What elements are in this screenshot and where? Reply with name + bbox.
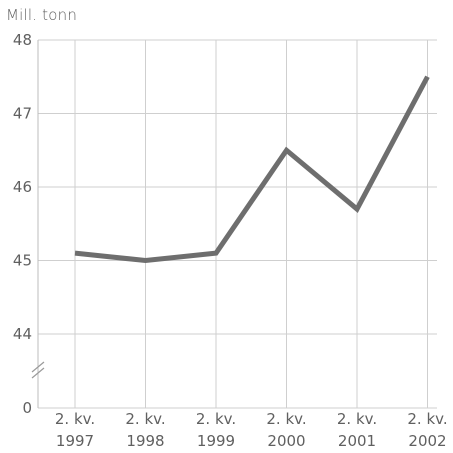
x-tick-label-year: 2001 (338, 432, 376, 450)
axes (31, 40, 45, 408)
x-tick-label-quarter: 2. kv. (266, 410, 306, 428)
x-tick-label-year: 1997 (56, 432, 94, 450)
y-tick-label: 44 (13, 325, 32, 343)
x-tick-label-year: 1998 (126, 432, 164, 450)
y-tick-label: 46 (13, 178, 32, 196)
y-tick-label: 45 (13, 252, 32, 270)
series-line (74, 75, 430, 264)
x-tick-labels: 2. kv. 1997 2. kv. 1998 2. kv. 1999 2. kv. 2000… (55, 410, 448, 450)
series-layer (74, 75, 430, 264)
x-tick-label-quarter: 2. kv. (55, 410, 95, 428)
axis-break-mark (31, 361, 45, 373)
x-tick-label-quarter: 2. kv. (125, 410, 165, 428)
y-tick-label: 48 (13, 31, 32, 49)
y-tick-labels: 48 47 46 45 44 0 (13, 31, 32, 417)
x-tick-label-year: 2000 (267, 432, 305, 450)
x-tick-label-quarter: 2. kv. (407, 410, 447, 428)
y-tick-label: 47 (13, 105, 32, 123)
x-tick-label-quarter: 2. kv. (196, 410, 236, 428)
x-tick-label-year: 1999 (197, 432, 235, 450)
y-axis-title: Mill. tonn (6, 6, 78, 24)
x-tick-label-quarter: 2. kv. (337, 410, 377, 428)
x-tick-label-year: 2002 (408, 432, 446, 450)
y-tick-label: 0 (22, 399, 32, 417)
axis-break-mark (31, 367, 45, 379)
